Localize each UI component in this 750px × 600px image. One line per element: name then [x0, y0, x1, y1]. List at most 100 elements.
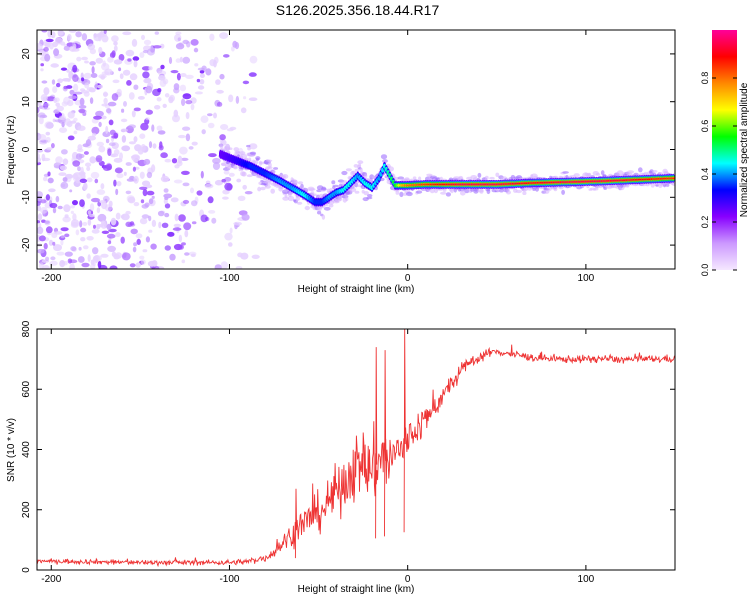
ridge-halo	[522, 191, 527, 195]
noise-blob	[182, 199, 190, 204]
noise-blob	[47, 177, 54, 184]
noise-blob	[80, 227, 87, 233]
ridge-halo	[293, 179, 298, 185]
noise-blob	[83, 72, 92, 79]
noise-blob	[105, 138, 110, 144]
noise-blob	[70, 205, 75, 209]
noise-blob	[81, 33, 88, 41]
noise-blob	[164, 212, 170, 218]
ridge-halo	[268, 162, 272, 168]
noise-blob	[77, 125, 86, 131]
noise-blob	[82, 221, 88, 226]
noise-blob	[38, 235, 46, 242]
noise-blob	[113, 132, 119, 139]
snr-spike	[384, 350, 387, 537]
noise-blob	[63, 85, 68, 90]
noise-blob	[60, 239, 64, 246]
noise-blob	[199, 73, 205, 78]
noise-blob	[182, 126, 191, 131]
ridge-halo	[282, 196, 290, 201]
y-tick-label: 400	[21, 441, 32, 458]
noise-blob	[111, 93, 119, 101]
noise-blob	[116, 173, 124, 179]
noise-blob	[71, 219, 79, 227]
noise-blob	[208, 153, 217, 158]
ridge-halo	[486, 188, 491, 195]
ridge-halo	[430, 175, 437, 179]
noise-blob	[107, 148, 112, 156]
ridge-halo	[412, 176, 417, 180]
ridge-halo	[248, 157, 252, 162]
noise-blob	[103, 30, 107, 34]
noise-blob	[145, 184, 153, 189]
ridge-halo	[649, 169, 654, 174]
noise-blob	[40, 199, 47, 204]
noise-blob	[185, 100, 193, 105]
noise-blob	[84, 82, 90, 89]
noise-blob	[121, 145, 131, 152]
noise-blob	[241, 213, 250, 221]
noise-blob	[37, 112, 46, 119]
ridge-halo	[477, 172, 482, 178]
noise-blob	[207, 113, 213, 117]
noise-blob	[148, 198, 154, 205]
noise-blob	[145, 117, 150, 121]
noise-blob	[135, 262, 141, 268]
noise-blob	[108, 228, 117, 233]
noise-blob	[151, 164, 156, 173]
noise-blob	[44, 220, 50, 224]
noise-blob	[118, 54, 125, 61]
noise-blob	[133, 60, 138, 68]
ridge-halo	[429, 188, 435, 194]
noise-blob	[179, 84, 187, 92]
noise-blob	[185, 133, 191, 142]
noise-blob	[143, 158, 151, 165]
noise-blob	[121, 135, 127, 143]
noise-blob	[131, 110, 136, 118]
noise-blob	[109, 265, 118, 269]
ridge-halo	[395, 190, 400, 195]
noise-blob	[63, 96, 71, 105]
noise-blob	[190, 103, 195, 111]
noise-blob	[98, 264, 108, 269]
noise-blob	[72, 213, 77, 221]
noise-blob	[171, 158, 178, 164]
noise-blob	[164, 203, 171, 209]
noise-blob	[96, 207, 101, 214]
noise-blob	[47, 171, 51, 177]
noise-blob	[70, 246, 77, 252]
noise-blob	[161, 222, 169, 228]
noise-blob	[53, 244, 62, 252]
ridge-halo	[479, 188, 484, 194]
snr-series	[37, 329, 675, 568]
x-tick-label: -200	[41, 574, 61, 585]
noise-blob	[94, 81, 98, 90]
noise-blob	[116, 181, 122, 187]
noise-blob	[41, 107, 51, 111]
noise-blob	[94, 178, 99, 184]
noise-blob	[175, 43, 185, 50]
ridge-halo	[345, 196, 349, 202]
noise-blob	[63, 204, 71, 213]
noise-blob	[89, 97, 94, 104]
noise-blob	[145, 109, 153, 115]
noise-blob	[248, 72, 257, 77]
noise-blob	[59, 260, 66, 268]
noise-blob	[194, 63, 199, 67]
noise-blob	[53, 162, 62, 169]
noise-blob	[126, 80, 132, 86]
noise-blob	[87, 254, 91, 262]
ridge-halo	[470, 188, 474, 192]
noise-blob	[67, 34, 72, 41]
noise-blob	[244, 191, 253, 195]
noise-blob	[163, 188, 169, 193]
noise-blob	[191, 221, 197, 225]
ridge-halo	[332, 184, 340, 188]
y-tick-label: 0	[21, 567, 32, 573]
ridge-halo	[331, 180, 336, 185]
ridge-halo	[364, 173, 368, 179]
noise-blob	[46, 147, 53, 151]
ridge-halo	[638, 167, 643, 173]
noise-blob	[81, 56, 88, 61]
ridge-halo	[418, 176, 422, 182]
